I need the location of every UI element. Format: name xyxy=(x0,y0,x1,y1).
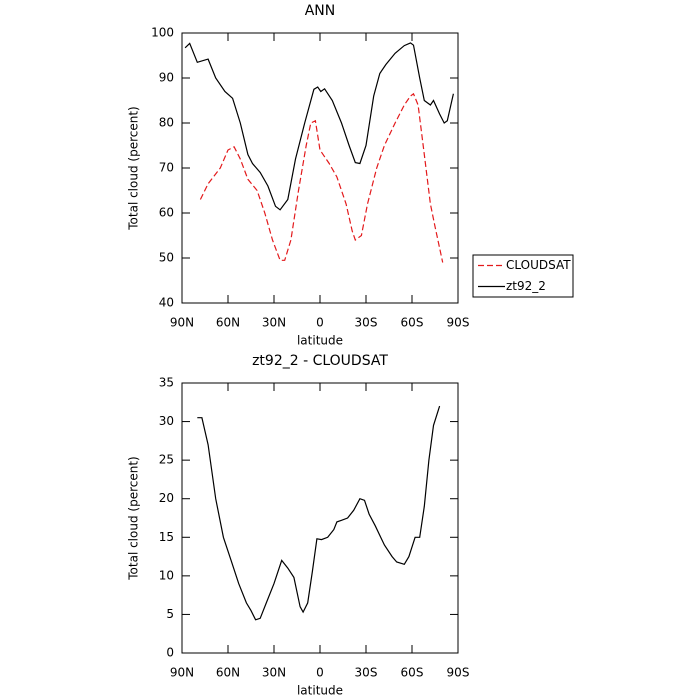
x-tick-label: 90N xyxy=(170,316,194,330)
y-tick-label: 90 xyxy=(159,71,174,85)
y-tick-label: 40 xyxy=(159,296,174,310)
y-tick-label: 35 xyxy=(159,376,174,390)
x-tick-label: 30S xyxy=(355,666,378,680)
x-tick-label: 60S xyxy=(401,666,424,680)
x-tick-label: 30N xyxy=(262,666,286,680)
data-line xyxy=(184,42,454,211)
x-tick-label: 30S xyxy=(355,316,378,330)
data-line xyxy=(199,92,444,263)
y-tick-label: 80 xyxy=(159,116,174,130)
y-tick-label: 25 xyxy=(159,453,174,467)
x-tick-label: 90N xyxy=(170,666,194,680)
x-tick-label: 0 xyxy=(316,316,324,330)
y-tick-label: 50 xyxy=(159,251,174,265)
y-axis-label: Total cloud (percent) xyxy=(127,106,141,230)
chart-title: zt92_2 - CLOUDSAT xyxy=(252,353,388,369)
x-axis-label: latitude xyxy=(297,334,343,348)
plot-frame xyxy=(181,32,459,304)
y-tick-label: 30 xyxy=(159,414,174,428)
x-axis-label: latitude xyxy=(297,684,343,698)
y-tick-label: 5 xyxy=(166,607,174,621)
plot-frame xyxy=(181,382,459,654)
y-tick-label: 70 xyxy=(159,161,174,175)
y-tick-label: 15 xyxy=(159,530,174,544)
legend-box xyxy=(472,254,574,298)
x-tick-label: 60N xyxy=(216,316,240,330)
x-tick-label: 90S xyxy=(447,316,470,330)
y-tick-label: 0 xyxy=(166,646,174,660)
data-line xyxy=(197,405,441,621)
x-tick-label: 60N xyxy=(216,666,240,680)
y-tick-label: 10 xyxy=(159,568,174,582)
y-tick-label: 20 xyxy=(159,491,174,505)
x-tick-label: 60S xyxy=(401,316,424,330)
x-tick-label: 0 xyxy=(316,666,324,680)
x-tick-label: 30N xyxy=(262,316,286,330)
y-tick-label: 100 xyxy=(151,26,174,40)
x-tick-label: 90S xyxy=(447,666,470,680)
y-axis-label: Total cloud (percent) xyxy=(127,456,141,580)
chart-title: ANN xyxy=(305,3,336,19)
legend-label: zt92_2 xyxy=(506,279,546,293)
y-tick-label: 60 xyxy=(159,206,174,220)
legend-label: CLOUDSAT xyxy=(506,258,571,272)
